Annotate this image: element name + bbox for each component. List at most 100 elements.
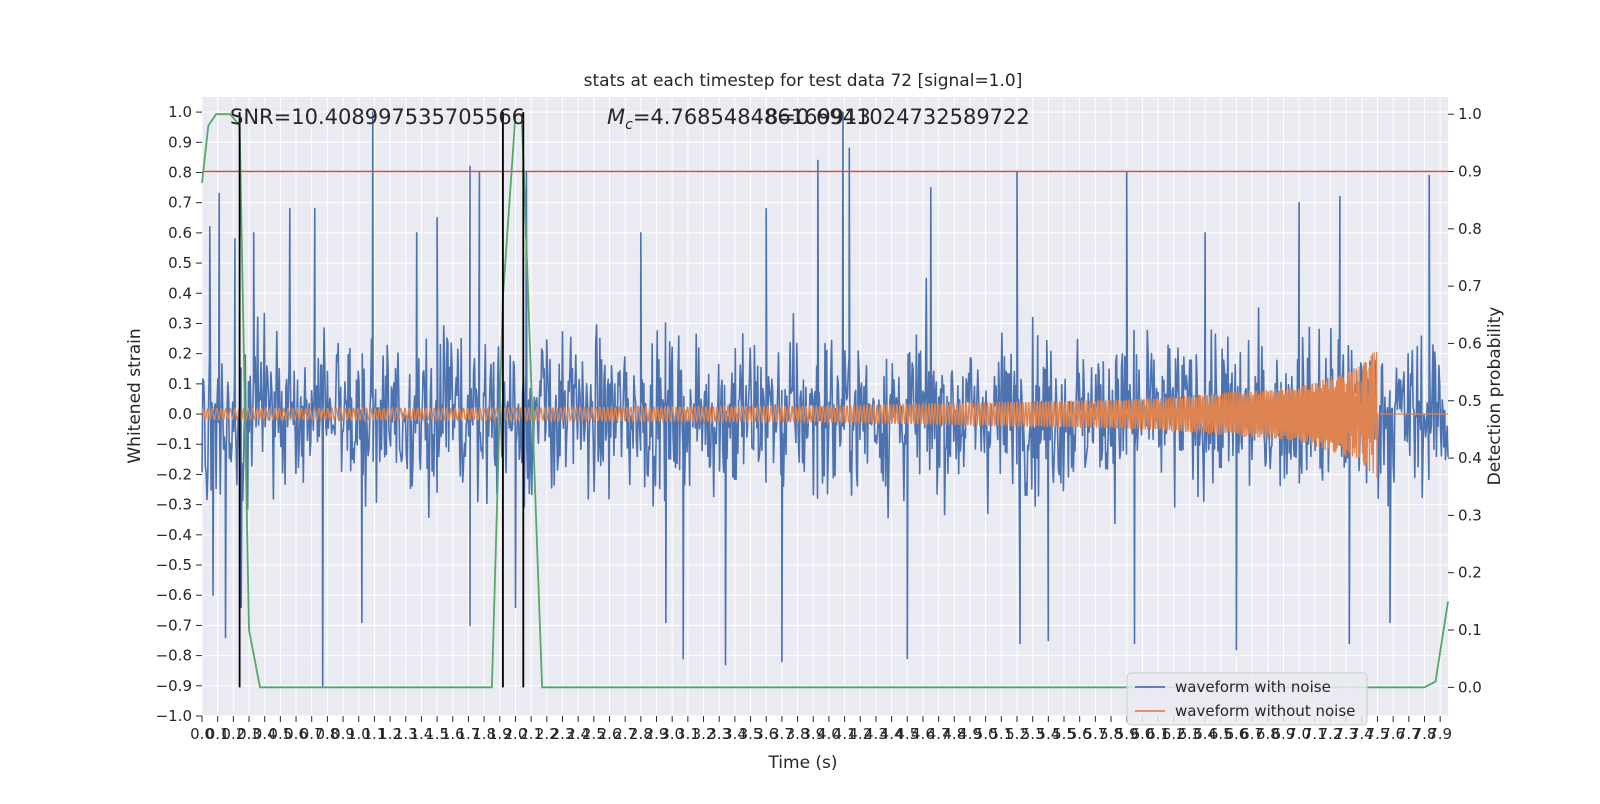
y-tick-label: 0.6 [168, 224, 192, 242]
x-tick-label: 4.2 [848, 725, 872, 743]
x-tick-label: 0.9 [331, 725, 355, 743]
x-tick-label: 0.1 [206, 725, 230, 743]
x-tick-label: 1.2 [378, 725, 402, 743]
y2-axis-ticks: 0.0 0.1 0.2 0.3 0.4 0.5 0.6 0.7 0.8 0.9 1.0 [1448, 105, 1482, 696]
x-tick-label: 4.3 [864, 725, 888, 743]
x-tick-label: 2.9 [645, 725, 669, 743]
y-tick-label: −0.2 [156, 465, 192, 483]
x-tick-label: 4.7 [927, 725, 951, 743]
x-tick-label: 5.9 [1115, 725, 1139, 743]
x-tick-label: 3.0 [660, 725, 684, 743]
x-tick-label: 7.3 [1334, 725, 1358, 743]
y-tick-label: 0.8 [168, 163, 192, 181]
x-tick-label: 2.4 [566, 725, 590, 743]
y-tick-label: 0.4 [168, 284, 192, 302]
x-tick-label: 2.6 [598, 725, 622, 743]
x-tick-label: 6.5 [1209, 725, 1233, 743]
x-tick-label: 3.3 [707, 725, 731, 743]
x-tick-label: 5.1 [989, 725, 1013, 743]
x-tick-label: 5.6 [1068, 725, 1092, 743]
snr-annotation: SNR=10.408997535705566 [230, 105, 525, 129]
x-tick-label: 2.2 [535, 725, 559, 743]
x-tick-label: 7.4 [1350, 725, 1374, 743]
x-tick-label: 7.2 [1319, 725, 1343, 743]
x-tick-label: 1.3 [394, 725, 418, 743]
x-tick-label: 4.5 [895, 725, 919, 743]
x-tick-label: 6.0 [1130, 725, 1154, 743]
x-tick-label: 0.8 [315, 725, 339, 743]
x-tick-label: 5.0 [974, 725, 998, 743]
x-tick-label: 7.6 [1381, 725, 1405, 743]
x-tick-label: 2.1 [519, 725, 543, 743]
y2-tick-label: 0.6 [1458, 334, 1482, 352]
x-tick-label: 1.8 [472, 725, 496, 743]
x-tick-label: 3.2 [692, 725, 716, 743]
x-axis-ticks: 0.00.10.20.30.40.50.60.70.80.91.01.11.21… [190, 716, 1452, 743]
x-tick-label: 3.8 [786, 725, 810, 743]
x-tick-label: 6.3 [1177, 725, 1201, 743]
x-tick-label: 0.4 [253, 725, 277, 743]
plot-area: −1.0 −0.9 −0.8 −0.7 −0.6 −0.5 −0.4 −0.3 −0.2 −0.1… [156, 97, 1482, 743]
x-tick-label: 1.9 [488, 725, 512, 743]
x-tick-label: 6.7 [1240, 725, 1264, 743]
x-tick-label: 4.8 [942, 725, 966, 743]
x-tick-label: 3.1 [676, 725, 700, 743]
y2-tick-label: 0.8 [1458, 220, 1482, 238]
y-tick-label: −0.1 [156, 435, 192, 453]
y-tick-label: 0.1 [168, 375, 192, 393]
x-tick-label: 7.9 [1428, 725, 1452, 743]
y2-tick-label: 0.5 [1458, 392, 1482, 410]
x-tick-label: 1.6 [441, 725, 465, 743]
x-axis-label: Time (s) [767, 753, 837, 773]
clean-waveform-line [201, 351, 1448, 478]
x-tick-label: 0.3 [237, 725, 261, 743]
x-tick-label: 3.5 [739, 725, 763, 743]
y-tick-label: −0.7 [156, 616, 192, 634]
x-tick-label: 1.7 [457, 725, 481, 743]
legend-box [1126, 672, 1368, 726]
y2-tick-label: 1.0 [1458, 105, 1482, 123]
x-tick-label: 2.0 [504, 725, 528, 743]
x-tick-label: 6.9 [1272, 725, 1296, 743]
x-tick-label: 5.8 [1099, 725, 1123, 743]
y2-tick-label: 0.2 [1458, 564, 1482, 582]
y-tick-label: −0.3 [156, 496, 192, 514]
y-axis-label: Whitened strain [125, 328, 145, 463]
x-tick-label: 6.2 [1162, 725, 1186, 743]
detection-probability-line [201, 113, 1449, 689]
x-tick-label: 7.5 [1366, 725, 1390, 743]
y-tick-label: −0.6 [156, 586, 192, 604]
x-tick-label: 3.6 [754, 725, 778, 743]
x-tick-label: 5.5 [1052, 725, 1076, 743]
x-tick-label: 2.8 [629, 725, 653, 743]
legend-label: waveform with noise [1175, 678, 1331, 696]
y-tick-label: 0.2 [168, 345, 192, 363]
legend-label: waveform without noise [1175, 702, 1355, 720]
x-tick-label: 0.2 [221, 725, 245, 743]
x-tick-label: 4.4 [880, 725, 904, 743]
chirp-mass-subscript: c [625, 117, 633, 133]
x-tick-label: 5.7 [1083, 725, 1107, 743]
chirp-mass-annotation: Mc=4.768548486169913 [607, 105, 871, 133]
x-tick-label: 1.5 [425, 725, 449, 743]
x-tick-label: 5.3 [1021, 725, 1045, 743]
x-tick-label: 0.6 [284, 725, 308, 743]
legend: waveform with noise waveform without nois… [1126, 672, 1368, 726]
x-tick-label: 3.7 [770, 725, 794, 743]
x-tick-label: 2.7 [613, 725, 637, 743]
x-tick-label: 5.2 [1005, 725, 1029, 743]
y2-tick-label: 0.7 [1458, 277, 1482, 295]
x-tick-label: 1.1 [362, 725, 386, 743]
y2-tick-label: 0.0 [1458, 678, 1482, 696]
x-tick-label: 6.4 [1193, 725, 1217, 743]
x-tick-label: 7.1 [1303, 725, 1327, 743]
x-tick-label: 6.6 [1224, 725, 1248, 743]
chirp-mass-value: =4.768548486169913 [633, 105, 871, 129]
y-tick-label: 0.7 [168, 194, 192, 212]
x-tick-label: 4.0 [817, 725, 841, 743]
x-tick-label: 1.0 [347, 725, 371, 743]
y-tick-label: 0.0 [168, 405, 192, 423]
x-tick-label: 4.6 [911, 725, 935, 743]
x-tick-label: 0.5 [268, 725, 292, 743]
